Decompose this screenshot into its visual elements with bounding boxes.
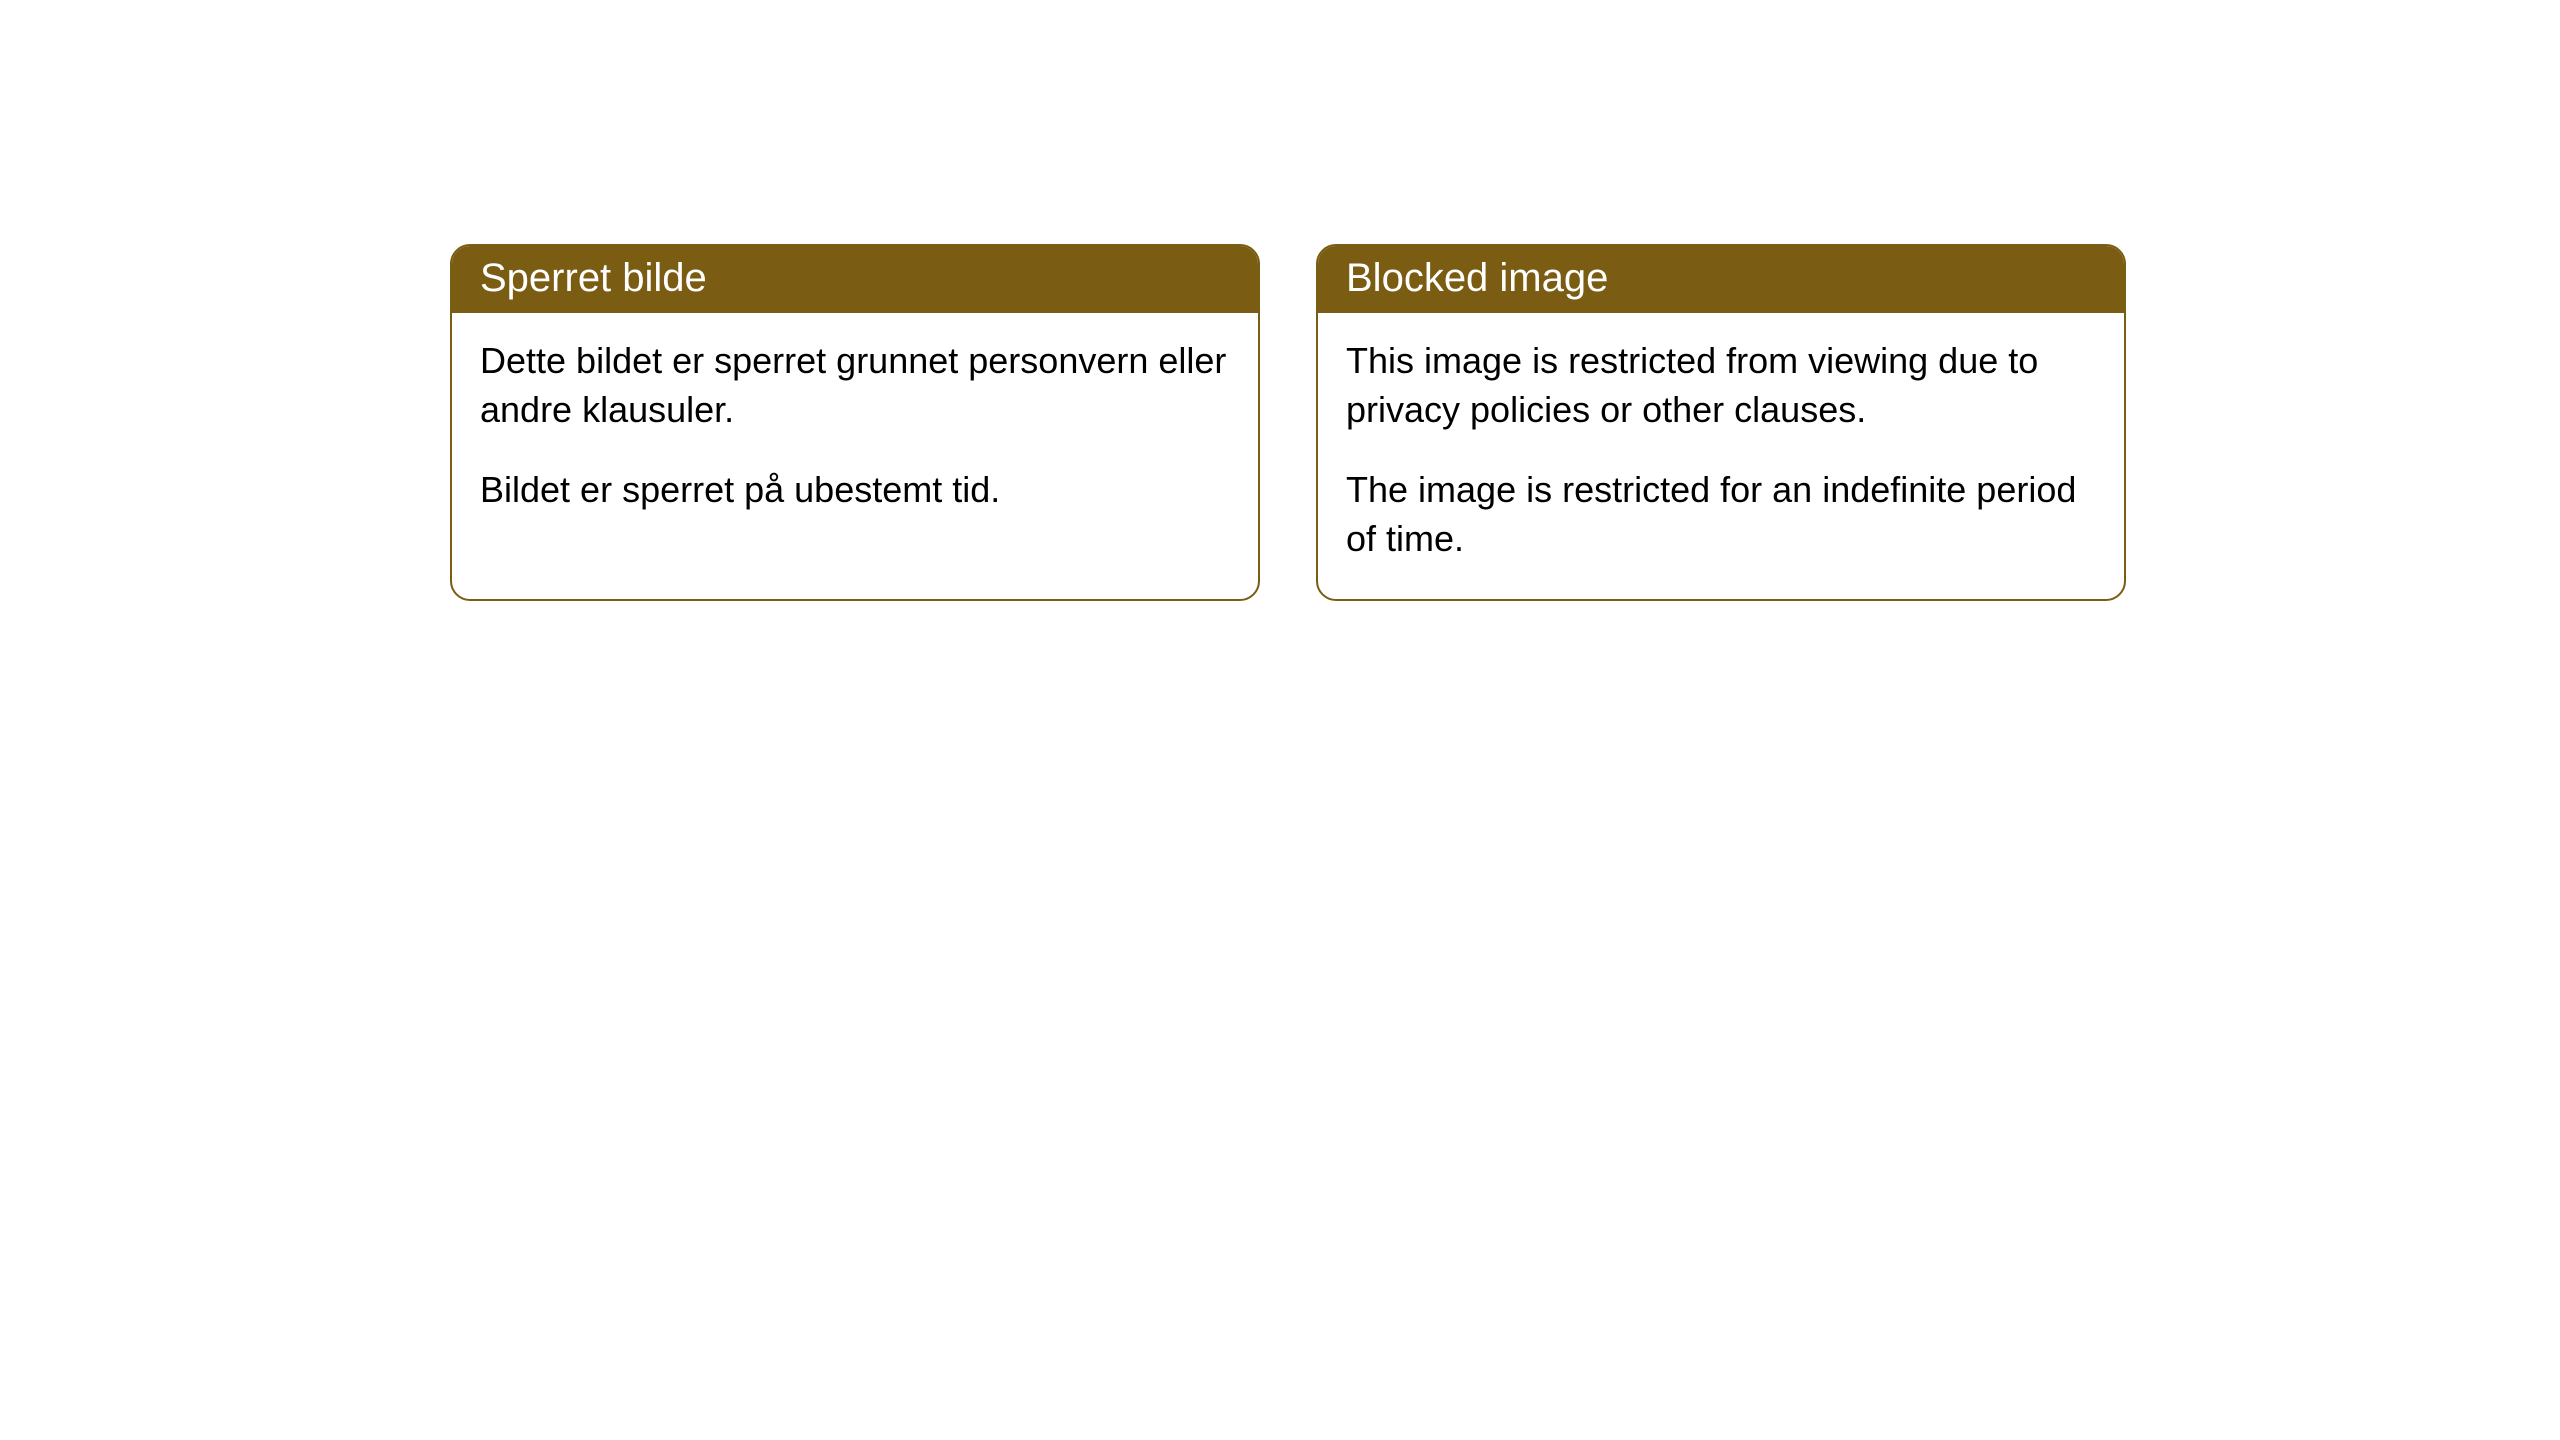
notice-card-norwegian: Sperret bilde Dette bildet er sperret gr…: [450, 244, 1260, 601]
card-title: Sperret bilde: [480, 256, 707, 300]
card-paragraph: This image is restricted from viewing du…: [1346, 337, 2096, 434]
card-body: This image is restricted from viewing du…: [1318, 313, 2124, 599]
card-header: Blocked image: [1318, 246, 2124, 313]
card-body: Dette bildet er sperret grunnet personve…: [452, 313, 1258, 551]
notice-cards-container: Sperret bilde Dette bildet er sperret gr…: [450, 244, 2126, 601]
card-paragraph: The image is restricted for an indefinit…: [1346, 466, 2096, 563]
card-header: Sperret bilde: [452, 246, 1258, 313]
card-paragraph: Bildet er sperret på ubestemt tid.: [480, 466, 1230, 515]
notice-card-english: Blocked image This image is restricted f…: [1316, 244, 2126, 601]
card-paragraph: Dette bildet er sperret grunnet personve…: [480, 337, 1230, 434]
card-title: Blocked image: [1346, 256, 1608, 300]
